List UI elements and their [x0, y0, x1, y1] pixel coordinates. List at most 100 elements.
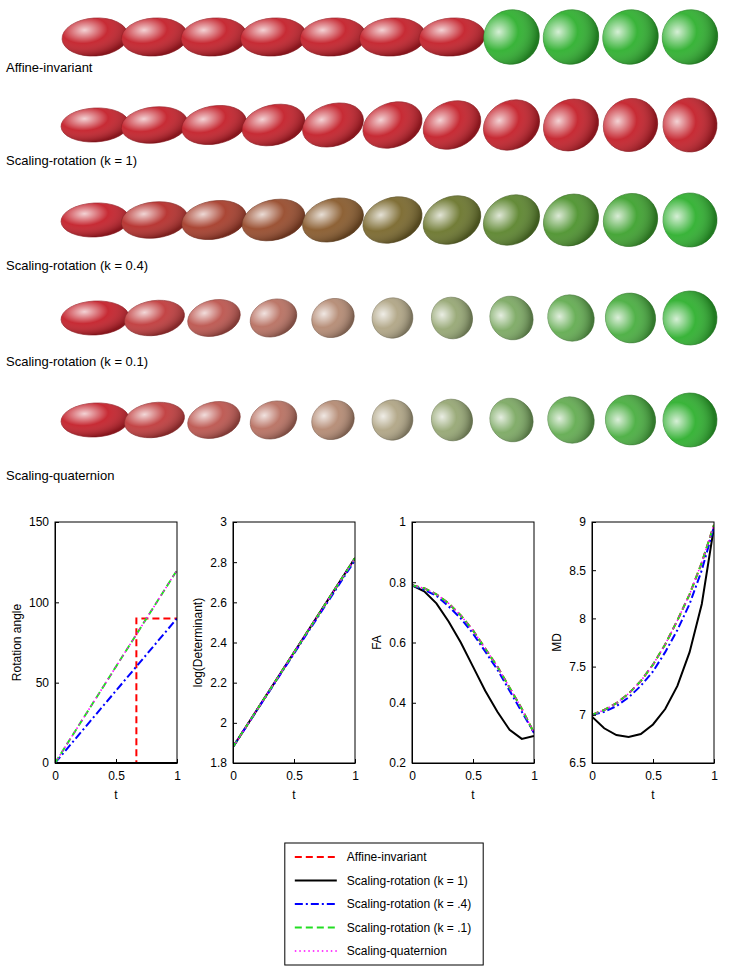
x-tick-label: 1	[711, 769, 718, 783]
x-axis-title: t	[651, 788, 655, 802]
series-line	[233, 558, 355, 747]
ellipsoid	[184, 396, 244, 444]
ellipsoid-shading	[418, 16, 486, 59]
ellipsoid-row	[60, 383, 727, 457]
ellipsoid	[534, 184, 608, 256]
ellipsoid-shading	[481, 389, 542, 450]
ellipsoid	[415, 92, 488, 158]
ellipsoid-body	[238, 98, 309, 152]
ellipsoid-body	[474, 0, 549, 74]
ellipsoid-body	[418, 16, 486, 59]
ellipsoid	[120, 16, 188, 59]
y-tick-mark	[412, 522, 416, 523]
ellipsoid-body	[238, 193, 309, 247]
ellipsoid	[593, 183, 668, 257]
lines	[55, 570, 177, 763]
plot-background	[233, 522, 355, 763]
y-tick-label: 6.5	[569, 756, 586, 770]
x-axis-line	[593, 763, 715, 764]
x-tick-mark	[294, 759, 295, 763]
y-tick: 2.4	[210, 636, 237, 650]
ellipsoid	[475, 90, 549, 159]
ellipsoid-body	[652, 0, 727, 74]
ellipsoid	[356, 189, 429, 252]
ellipsoid-shading	[423, 289, 481, 347]
ellipsoid	[119, 198, 189, 241]
y-tick: 2.8	[210, 556, 237, 570]
row-label: Scaling-rotation (k = 0.4)	[6, 258, 148, 273]
series-line	[55, 618, 177, 763]
ellipsoid-body	[593, 0, 668, 74]
y-tick: 8.5	[569, 564, 596, 578]
ellipsoid	[365, 392, 421, 447]
ellipsoid	[653, 383, 727, 457]
ellipsoid-body	[305, 394, 360, 447]
x-tick-label: 1	[531, 769, 538, 783]
y-tick-label: 2.2	[210, 676, 227, 690]
y-tick-label: 3	[220, 515, 227, 529]
y-tick: 100	[29, 596, 59, 610]
y-tick: 8	[579, 612, 596, 626]
ellipsoid-body	[184, 294, 244, 342]
legend-label: Affine-invariant	[347, 850, 427, 864]
legend-swatch	[295, 856, 337, 858]
ellipsoid-body	[356, 189, 429, 252]
x-tick-mark	[355, 759, 356, 763]
ellipsoid	[358, 16, 426, 59]
ellipsoid-shading	[652, 0, 727, 74]
ellipsoid-shading	[652, 87, 728, 163]
ellipsoid-shading	[358, 16, 426, 59]
y-tick-label: 7.5	[569, 660, 586, 674]
ellipsoid-shading	[365, 392, 421, 447]
y-tick: 0.4	[389, 696, 416, 710]
y-tick: 50	[36, 676, 59, 690]
plot-frame	[412, 522, 534, 763]
ellipsoid	[245, 395, 302, 446]
chart-panel: 00.510.20.40.60.81tFA	[370, 515, 538, 802]
ellipsoid	[122, 296, 187, 339]
ellipsoid-shading	[356, 189, 429, 252]
ellipsoid-row	[60, 87, 728, 163]
ellipsoid-body	[122, 398, 187, 441]
y-tick: 3	[220, 515, 237, 529]
x-tick-mark	[653, 759, 654, 763]
ellipsoid-body	[365, 290, 421, 345]
ellipsoid-body	[475, 90, 549, 159]
y-tick-mark	[233, 602, 237, 603]
ellipsoid-body	[534, 89, 608, 161]
x-tick: 0.5	[286, 759, 303, 783]
ellipsoid-shading	[120, 16, 188, 59]
x-axis: 00.51	[589, 759, 718, 783]
ellipsoid-shading	[60, 401, 130, 439]
y-tick-label: 0.6	[389, 636, 406, 650]
series-line	[592, 525, 714, 715]
ellipsoid	[238, 193, 309, 247]
ellipsoid	[418, 16, 486, 59]
y-tick-mark	[592, 763, 596, 764]
ellipsoid-shading	[593, 0, 668, 74]
series-line	[412, 585, 534, 733]
x-tick-label: 0	[589, 769, 596, 783]
y-tick-mark	[55, 522, 59, 523]
ellipsoid-body	[179, 196, 250, 245]
illustration	[60, 0, 728, 457]
ellipsoid	[119, 103, 189, 146]
ellipsoid-body	[475, 185, 549, 254]
lines	[233, 558, 355, 747]
series-line	[592, 525, 714, 715]
ellipsoid-body	[184, 396, 244, 444]
y-tick-label: 0.2	[389, 756, 406, 770]
legend: Affine-invariantScaling-rotation (k = 1)…	[285, 843, 483, 965]
ellipsoid-shading	[119, 103, 189, 146]
series-line	[412, 585, 534, 733]
series-line	[55, 618, 177, 763]
y-axis-title: MD	[550, 633, 564, 652]
x-tick-label: 0	[52, 769, 59, 783]
y-tick-label: 8	[579, 612, 586, 626]
ellipsoid-shading	[305, 292, 360, 345]
y-tick: 7.5	[569, 660, 596, 674]
y-tick: 0.6	[389, 636, 416, 650]
ellipsoid-body	[245, 395, 302, 446]
ellipsoid-shading	[122, 296, 187, 339]
y-axis-title: log(Determinant)	[191, 598, 205, 687]
